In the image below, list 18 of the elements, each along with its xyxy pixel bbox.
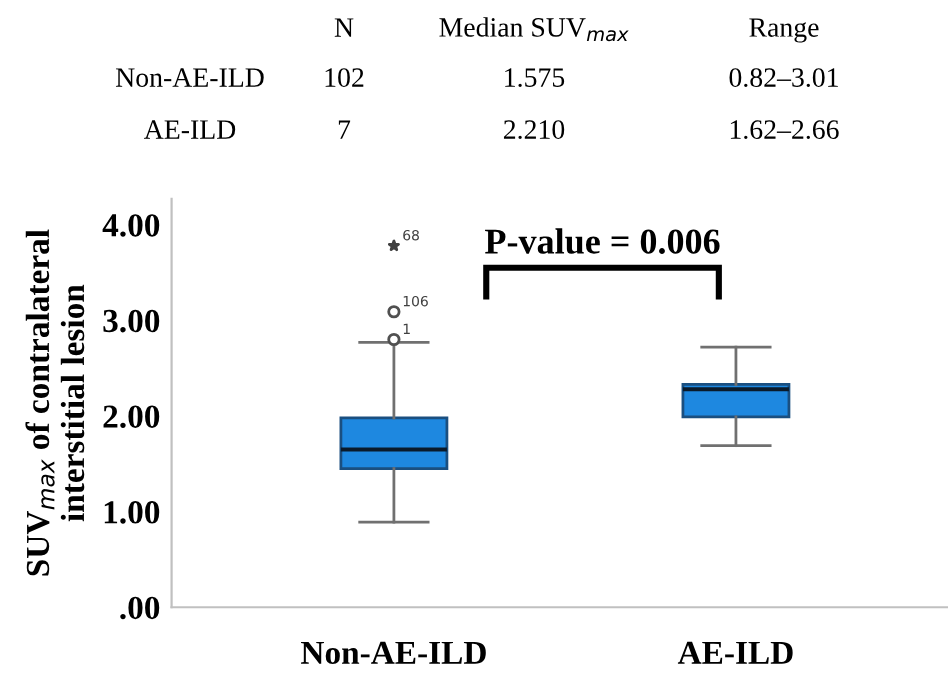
text: Non-AE-ILD: [115, 68, 264, 87]
y-tick-label: .00: [120, 596, 160, 620]
y-tick-label: 3.00: [103, 309, 160, 333]
y-tick-label: 4.00: [102, 214, 160, 237]
text: 2.210: [503, 120, 565, 140]
y-tick-label: 1.00: [104, 501, 160, 524]
y-axis-title: SUV$_{max}$ of contralateral interstitial lesion: [25, 229, 85, 576]
annotation: P-value = 0.006: [485, 228, 720, 254]
text: 0.82–3.01: [729, 68, 838, 88]
text: 1.62–2.66: [730, 120, 839, 140]
text: Median SUV$_{max}$: [439, 17, 629, 42]
text: N: [334, 18, 354, 37]
text: AE-ILD: [144, 120, 236, 139]
text: 1.575: [505, 68, 565, 88]
y-tick-label: 2.00: [103, 405, 160, 429]
text: 102: [325, 68, 364, 87]
text: Range: [749, 18, 819, 43]
text: 7: [338, 120, 351, 139]
